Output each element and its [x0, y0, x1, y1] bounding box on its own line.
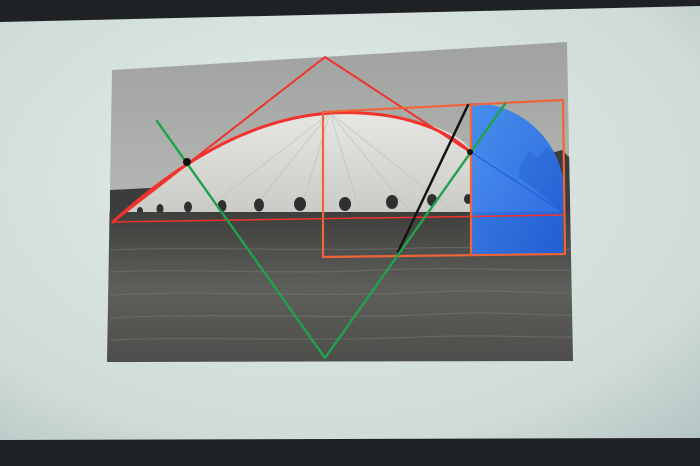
blue-diagonal	[470, 151, 564, 213]
intersection-point-left	[183, 158, 191, 166]
dome-photo	[107, 42, 573, 362]
orange-rectangle-outer	[321, 98, 567, 259]
green-v-lines	[155, 102, 507, 360]
photo-dome	[112, 112, 560, 222]
geometry-overlay	[111, 56, 567, 360]
black-line	[396, 103, 470, 254]
screen-bottom-shadow	[0, 438, 700, 466]
red-base-line	[112, 214, 563, 223]
intersection-point-right	[467, 149, 473, 155]
